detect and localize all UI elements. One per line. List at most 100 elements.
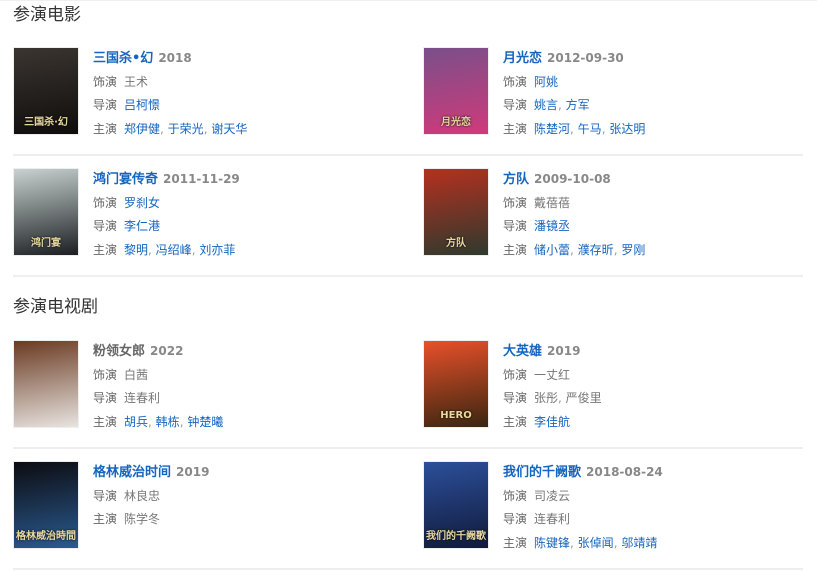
person-link[interactable]: 冯绍峰: [155, 242, 192, 257]
credit-label: 饰演: [93, 367, 118, 382]
poster-image[interactable]: HERO: [423, 340, 489, 428]
work-title-link[interactable]: 我们的千阙歌: [503, 465, 582, 480]
card-row: 格林威治時間 格林威治时间 2019 导演 林良忠 主演 陈学冬 我们的千阙歌 我们的千阙歌 20…: [13, 449, 803, 570]
title-line: 鸿门宴传奇 2011-11-29: [93, 168, 240, 192]
poster-image[interactable]: 方队: [423, 168, 489, 256]
work-info: 大英雄 2019 饰演 一丈红 导演 张彤, 严俊里 主演 李佳航: [503, 340, 602, 447]
poster-image[interactable]: 月光恋: [423, 47, 489, 135]
release-date: 2011-11-29: [163, 172, 240, 186]
work-info: 格林威治时间 2019 导演 林良忠 主演 陈学冬: [93, 461, 209, 568]
title-line: 大英雄 2019: [503, 340, 602, 364]
work-card: 格林威治時間 格林威治时间 2019 导演 林良忠 主演 陈学冬: [13, 449, 423, 568]
title-line: 粉领女郎 2022: [93, 340, 223, 364]
person-link[interactable]: 罗刚: [621, 242, 646, 257]
credit-line: 导演 林良忠: [93, 485, 209, 509]
work-info: 粉领女郎 2022 饰演 白茜 导演 连春利 主演 胡兵, 韩栋, 钟楚曦: [93, 340, 223, 447]
poster-title-art: 格林威治時間: [16, 531, 76, 542]
work-title-link[interactable]: 格林威治时间: [93, 465, 172, 480]
person-name: 张彤: [534, 391, 559, 405]
work-info: 我们的千阙歌 2018-08-24 饰演 司凌云 导演 连春利 主演 陈键锋, 张倬闻, 邬靖…: [503, 461, 663, 568]
person-name: 戴蓓蓓: [534, 195, 571, 210]
person-link[interactable]: 姚言: [534, 98, 559, 112]
person-name: 连春利: [534, 512, 571, 526]
separator: ,: [558, 391, 566, 405]
credit-line: 饰演 司凌云: [503, 485, 663, 509]
work-card: 我们的千阙歌 我们的千阙歌 2018-08-24 饰演 司凌云 导演 连春利 主演 陈键锋, 张…: [423, 449, 803, 568]
title-line: 月光恋 2012-09-30: [503, 47, 645, 71]
person-link[interactable]: 张倬闻: [577, 535, 614, 550]
work-card: 三国杀·幻 三国杀•幻 2018 饰演 王术 导演 吕柯憬 主演 郑伊健, 于荣光, 谢天华: [13, 35, 423, 154]
person-link[interactable]: 郑伊健: [124, 121, 161, 136]
poster-title-art: 方队: [446, 238, 466, 249]
credit-line: 主演 郑伊健, 于荣光, 谢天华: [93, 118, 247, 142]
separator: ,: [558, 98, 566, 112]
person-link[interactable]: 胡兵: [124, 414, 149, 429]
credit-label: 导演: [93, 488, 118, 503]
release-date: 2012-09-30: [547, 51, 624, 65]
release-date: 2018-08-24: [586, 465, 663, 479]
credit-label: 饰演: [503, 74, 528, 89]
person-link[interactable]: 潘镜丞: [534, 219, 571, 233]
release-date: 2018: [158, 51, 192, 65]
poster-image[interactable]: 鸿门宴: [13, 168, 79, 256]
credit-label: 主演: [93, 121, 118, 136]
work-info: 方队 2009-10-08 饰演 戴蓓蓓 导演 潘镜丞 主演 储小蕾, 濮存昕, 罗刚: [503, 168, 645, 275]
separator: ,: [148, 242, 156, 257]
separator: ,: [148, 414, 156, 429]
person-link[interactable]: 方军: [565, 98, 590, 112]
poster-image[interactable]: 我们的千阙歌: [423, 461, 489, 549]
person-link[interactable]: 濮存昕: [577, 242, 614, 257]
person-link[interactable]: 陈楚河: [534, 121, 571, 136]
poster-title-art: 鸿门宴: [31, 238, 61, 249]
work-title-link: 粉领女郎: [93, 344, 146, 359]
work-title-link[interactable]: 鸿门宴传奇: [93, 172, 159, 187]
credit-label: 导演: [93, 98, 118, 112]
person-link[interactable]: 谢天华: [211, 121, 248, 136]
person-link[interactable]: 钟楚曦: [187, 414, 224, 429]
work-card: HERO 大英雄 2019 饰演 一丈红 导演 张彤, 严俊里 主演 李佳航: [423, 328, 803, 447]
section-title-movies: 参演电影: [13, 5, 81, 25]
person-link[interactable]: 午马: [577, 121, 602, 136]
person-link[interactable]: 刘亦菲: [199, 242, 236, 257]
title-line: 我们的千阙歌 2018-08-24: [503, 461, 663, 485]
person-link[interactable]: 储小蕾: [534, 242, 571, 257]
credit-line: 主演 陈键锋, 张倬闻, 邬靖靖: [503, 532, 663, 556]
person-link[interactable]: 于荣光: [167, 121, 204, 136]
separator: ,: [570, 535, 578, 550]
person-name: 王术: [124, 74, 149, 89]
card-row: 三国杀·幻 三国杀•幻 2018 饰演 王术 导演 吕柯憬 主演 郑伊健, 于荣光, 谢天华 月光…: [13, 35, 803, 156]
work-card: 粉领女郎 2022 饰演 白茜 导演 连春利 主演 胡兵, 韩栋, 钟楚曦: [13, 328, 423, 447]
poster-image[interactable]: [13, 340, 79, 428]
person-link[interactable]: 阿姚: [534, 74, 559, 89]
person-link[interactable]: 韩栋: [155, 414, 180, 429]
work-title-link[interactable]: 大英雄: [503, 344, 543, 359]
poster-image[interactable]: 格林威治時間: [13, 461, 79, 549]
credit-line: 导演 连春利: [93, 387, 223, 411]
title-line: 三国杀•幻 2018: [93, 47, 247, 71]
separator: ,: [191, 242, 200, 257]
credit-line: 饰演 罗刹女: [93, 192, 240, 216]
person-link[interactable]: 张达明: [609, 121, 646, 136]
credit-line: 导演 张彤, 严俊里: [503, 387, 602, 411]
person-link[interactable]: 李仁港: [124, 219, 161, 233]
poster-title-art: HERO: [440, 410, 472, 421]
work-title-link[interactable]: 月光恋: [503, 51, 543, 66]
person-link[interactable]: 吕柯憬: [124, 98, 161, 112]
person-link[interactable]: 李佳航: [534, 414, 571, 429]
separator: ,: [613, 535, 622, 550]
person-link[interactable]: 陈键锋: [534, 535, 571, 550]
work-title-link[interactable]: 方队: [503, 172, 530, 187]
poster-title-art: 月光恋: [441, 117, 471, 128]
section-title-tv: 参演电视剧: [13, 297, 98, 317]
separator: ,: [570, 242, 578, 257]
person-link[interactable]: 黎明: [124, 242, 149, 257]
card-row: 粉领女郎 2022 饰演 白茜 导演 连春利 主演 胡兵, 韩栋, 钟楚曦 HERO 大英雄 201…: [13, 328, 803, 449]
person-link[interactable]: 邬靖靖: [621, 535, 658, 550]
separator: ,: [203, 121, 212, 136]
work-card: 方队 方队 2009-10-08 饰演 戴蓓蓓 导演 潘镜丞 主演 储小蕾, 濮存昕, 罗刚: [423, 156, 803, 275]
poster-title-art: 我们的千阙歌: [426, 531, 486, 542]
work-title-link[interactable]: 三国杀•幻: [93, 51, 154, 66]
person-link[interactable]: 罗刹女: [124, 195, 161, 210]
credit-label: 导演: [93, 391, 118, 405]
poster-image[interactable]: 三国杀·幻: [13, 47, 79, 135]
